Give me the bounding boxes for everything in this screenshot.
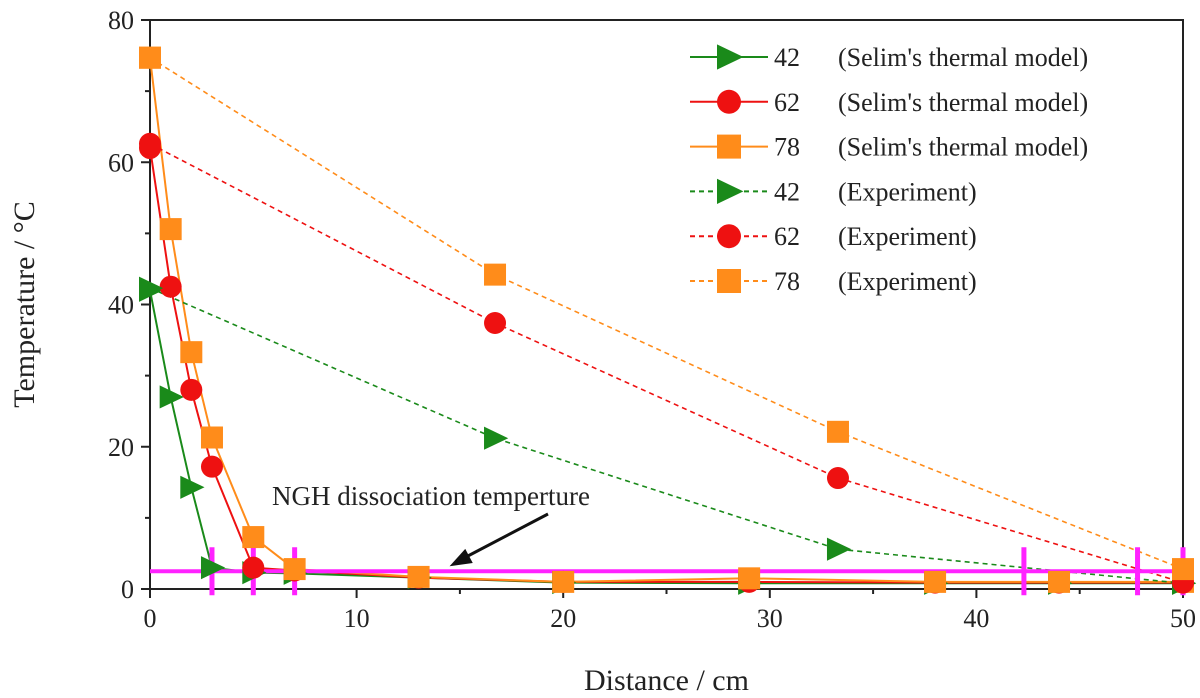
data-point-s4-1 [484,311,507,334]
legend-marker-0 [717,44,744,70]
data-point-s1-1 [159,275,182,298]
series-line-0 [149,290,1183,585]
data-point-s1-4 [242,556,265,579]
annotation-arrow-head [449,548,473,567]
legend-desc-2: (Selim's thermal model) [838,133,1088,162]
data-point-s5-0 [139,46,161,69]
y-tick-label: 0 [121,575,134,604]
legend-desc-5: (Experiment) [838,267,977,296]
data-point-s2-4 [242,526,265,549]
data-point-s2-5 [283,558,306,581]
data-point-s3-2 [826,537,852,561]
legend-desc-0: (Selim's thermal model) [838,43,1088,72]
data-point-s5-3 [1172,558,1194,581]
legend-desc-1: (Selim's thermal model) [838,88,1088,117]
legend: 42 (Selim's thermal model) 62 (Selim's ther… [690,43,1088,296]
legend-marker-1 [717,89,741,114]
x-tick-label: 0 [144,604,157,633]
legend-marker-4 [717,224,741,249]
data-point-s5-1 [484,263,507,286]
data-point-s4-0 [139,132,161,155]
series-line-1 [149,147,1183,584]
x-tick-label: 20 [550,604,576,633]
series-line-5 [149,57,1184,570]
data-point-s2-6 [407,565,430,588]
x-tick-label: 40 [963,604,989,633]
data-point-s0-2 [180,475,205,499]
data-point-s5-2 [826,420,849,443]
data-point-s2-7 [552,570,575,593]
data-point-s2-9 [924,570,947,593]
data-point-s3-0 [139,276,164,300]
data-point-s2-1 [159,218,182,241]
legend-marker-5 [717,269,741,293]
axes: 0 10 20 30 40 50 0 20 40 60 80 Distance / cm Tempera… [8,6,1196,697]
annotation-arrow-shaft [462,512,549,560]
legend-label-5: 78 [774,267,800,296]
y-tick-label: 60 [108,148,134,177]
data-point-s1-2 [180,378,203,401]
data-point-s0-1 [159,385,184,409]
series-line-4 [149,143,1184,584]
data-point-s2-2 [180,341,203,364]
series-markers [139,46,1197,595]
series-line-3 [149,287,1184,585]
data-point-s4-2 [826,467,849,490]
legend-label-3: 42 [774,177,800,206]
x-tick-label: 30 [757,604,783,633]
annotation: NGH dissociation temperture [272,481,590,567]
x-axis-label: Distance / cm [584,664,749,697]
data-point-s0-3 [200,556,226,580]
data-point-s2-10 [1048,570,1071,593]
legend-desc-4: (Experiment) [838,222,977,251]
legend-label-2: 78 [774,133,800,162]
data-point-s3-1 [484,426,509,450]
legend-marker-3 [717,178,744,204]
data-point-s1-3 [200,455,223,478]
y-tick-label: 80 [108,6,134,35]
x-tick-label: 50 [1170,604,1196,633]
legend-marker-2 [717,134,741,159]
y-axis-label: Temperature / °C [8,201,41,407]
data-point-s2-8 [738,567,761,590]
legend-label-1: 62 [774,88,800,117]
x-tick-label: 10 [344,604,370,633]
legend-label-4: 62 [774,222,800,251]
y-tick-label: 20 [108,433,134,462]
data-point-s2-3 [200,426,223,449]
y-tick-label: 40 [108,291,134,320]
annotation-text: NGH dissociation temperture [272,481,590,511]
legend-desc-3: (Experiment) [838,177,977,206]
legend-label-0: 42 [774,43,800,72]
